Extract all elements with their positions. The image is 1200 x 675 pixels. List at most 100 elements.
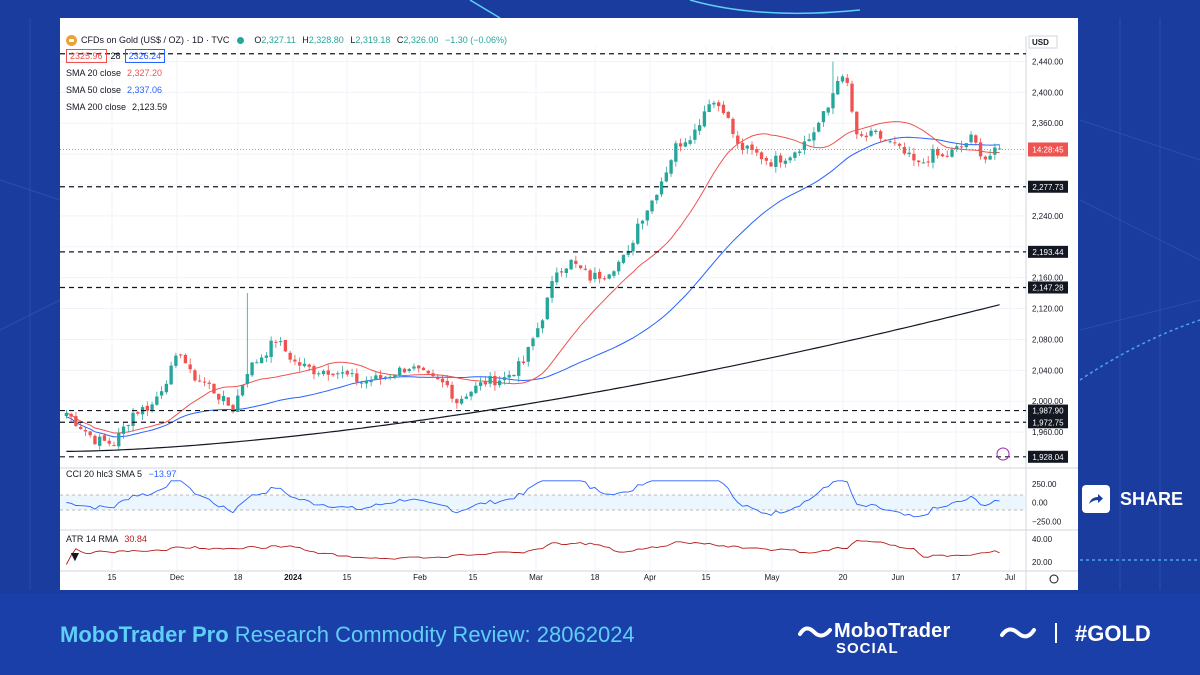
candle-body: [245, 374, 249, 384]
ask-box[interactable]: 2326.24: [124, 49, 166, 63]
candle-body: [569, 259, 573, 270]
share-button[interactable]: SHARE: [1082, 485, 1183, 513]
candle-body: [136, 412, 140, 414]
candle-body: [464, 396, 469, 399]
candle-body: [450, 384, 454, 399]
candle-body: [907, 152, 911, 155]
atr-legend[interactable]: ATR 14 RMA 30.84: [66, 534, 147, 544]
candle-body: [259, 357, 264, 364]
candle-body: [674, 143, 678, 162]
candle-body: [631, 242, 635, 252]
wave-divider-icon: [1000, 623, 1057, 643]
candle-body: [493, 375, 497, 386]
candle-body: [702, 111, 707, 127]
candle-body: [850, 83, 854, 112]
y-tick-label: 2,400.00: [1032, 88, 1064, 97]
candle-body: [498, 380, 502, 386]
candle-body: [145, 405, 149, 411]
x-tick-label: 20: [839, 573, 848, 582]
sma50-label: SMA 50 close: [66, 84, 122, 95]
candle-body: [102, 435, 107, 441]
candle-body: [969, 134, 973, 143]
candle-body: [812, 132, 816, 141]
candle-body: [621, 254, 626, 263]
candle-body: [402, 368, 407, 373]
level-label: 1,972.75: [1032, 418, 1064, 427]
symbol-name[interactable]: CFDs on Gold (US$ / OZ) · 1D · TVC: [81, 35, 230, 45]
candle-body: [312, 366, 316, 375]
candle-body: [364, 380, 369, 384]
level-label-bg: [1028, 281, 1068, 294]
candle-body: [697, 125, 702, 131]
candle-body: [688, 140, 692, 144]
candle-body: [602, 278, 607, 280]
candle-body: [678, 143, 683, 147]
candle-body: [240, 385, 245, 396]
candle-body: [421, 367, 426, 371]
candle-body: [378, 375, 383, 379]
candle-body: [126, 425, 130, 427]
candle-body: [893, 142, 897, 144]
candle-body: [745, 145, 749, 149]
atr-tick-label: 20.00: [1032, 558, 1053, 567]
candle-body: [655, 194, 659, 201]
candle-body: [283, 339, 288, 352]
candle-body: [931, 149, 935, 163]
candle-body: [217, 393, 221, 400]
bid-box[interactable]: 2325.96: [66, 49, 107, 63]
candle-body: [664, 172, 668, 182]
candle-body: [488, 376, 492, 384]
candle-body: [88, 431, 92, 436]
candle-body: [717, 102, 721, 107]
cci-tick-label: 250.00: [1032, 480, 1057, 489]
y-tick-label: 2,040.00: [1032, 366, 1064, 375]
x-tick-label: Jun: [892, 573, 905, 582]
price-chart[interactable]: 15 Dec 18 2024 15 Feb 15 Mar 18 Apr 15 May 20 Jun 17 Ju…: [60, 18, 1078, 590]
sma200-legend[interactable]: SMA 200 close 2,123.59: [66, 98, 511, 115]
level-label-bg: [1028, 180, 1068, 193]
sma50-legend[interactable]: SMA 50 close 2,337.06: [66, 81, 511, 98]
candle-body: [940, 154, 945, 157]
cci-value: −13.97: [148, 469, 177, 479]
cci-legend[interactable]: CCI 20 hlc3 SMA 5 −13.97: [66, 469, 176, 479]
candle-body: [250, 362, 254, 376]
candle-body: [221, 395, 226, 402]
candle-body: [112, 445, 116, 447]
candle-body: [974, 135, 978, 143]
symbol-row[interactable]: CFDs on Gold (US$ / OZ) · 1D · TVC O2,32…: [66, 32, 511, 48]
candle-body: [483, 381, 488, 385]
candle-body: [878, 131, 883, 139]
candle-body: [455, 399, 459, 404]
sma20-legend[interactable]: SMA 20 close 2,327.20: [66, 64, 511, 81]
candle-body: [640, 220, 645, 224]
candle-body: [188, 364, 192, 370]
candle-body: [193, 370, 197, 381]
candle-body: [864, 135, 868, 138]
candle-body: [550, 281, 554, 298]
candle-body: [583, 268, 588, 270]
candle-body: [340, 372, 345, 374]
candle-body: [855, 111, 859, 135]
wave-logo-icon: [798, 626, 832, 638]
candle-body: [912, 153, 916, 161]
chart-panel[interactable]: 15 Dec 18 2024 15 Feb 15 Mar 18 Apr 15 May 20 Jun 17 Ju…: [60, 18, 1078, 590]
candle-body: [169, 365, 173, 385]
candle-body: [431, 373, 435, 377]
candle-body: [236, 395, 240, 412]
candle-body: [336, 373, 340, 375]
hashtag: #GOLD: [1075, 621, 1151, 646]
candle-body: [826, 107, 830, 113]
candle-body: [555, 272, 559, 283]
candle-body: [417, 365, 421, 369]
candle-body: [859, 134, 864, 136]
footer-title-bold: MoboTrader Pro: [60, 622, 229, 647]
candle-body: [650, 200, 654, 212]
level-label-bg: [1028, 245, 1068, 258]
candle-body: [526, 347, 530, 362]
level-label: 2,277.73: [1032, 183, 1064, 192]
x-tick-label: 17: [952, 573, 961, 582]
candle-body: [202, 381, 207, 383]
candle-body: [836, 80, 840, 95]
candle-body: [369, 380, 373, 383]
candle-body: [821, 111, 826, 123]
